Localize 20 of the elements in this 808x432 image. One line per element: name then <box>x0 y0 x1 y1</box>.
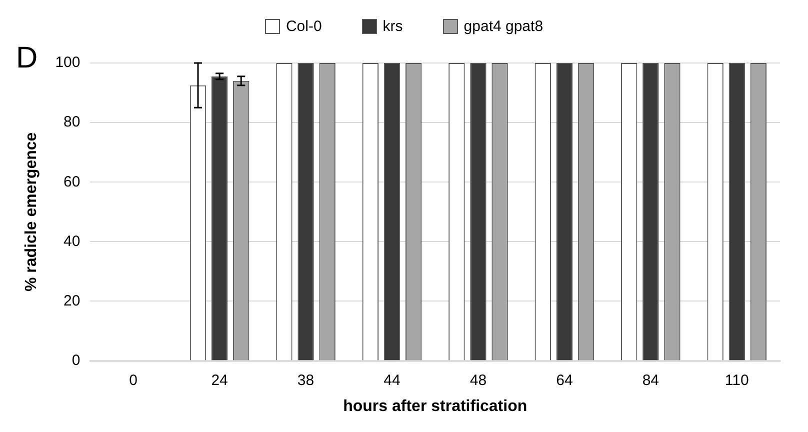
x-tick-label: 44 <box>384 372 400 389</box>
legend-label: krs <box>382 18 403 34</box>
x-tick-label: 0 <box>129 372 138 389</box>
x-tick-label: 38 <box>297 372 314 389</box>
x-tick-label: 84 <box>642 372 660 389</box>
y-tick-label: 60 <box>64 173 80 190</box>
x-tick-label: 48 <box>470 372 487 389</box>
y-tick-label: 80 <box>64 114 80 131</box>
series-label: Col-0 <box>286 18 322 34</box>
x-tick-label: 110 <box>724 372 749 389</box>
y-axis-title: % radicle emergence <box>23 132 40 292</box>
text: D <box>16 41 38 74</box>
x-tick-label: 24 <box>211 372 228 389</box>
legend-label: gpat4 gpat8 <box>464 18 544 34</box>
y-tick-label: 100 <box>55 54 80 72</box>
y-tick-label: 20 <box>64 292 80 310</box>
y-tick-label: 40 <box>64 232 80 250</box>
x-tick-label: 64 <box>556 372 573 389</box>
y-tick-label: 0 <box>72 352 80 369</box>
x-axis-title: hours after stratification <box>343 398 528 415</box>
